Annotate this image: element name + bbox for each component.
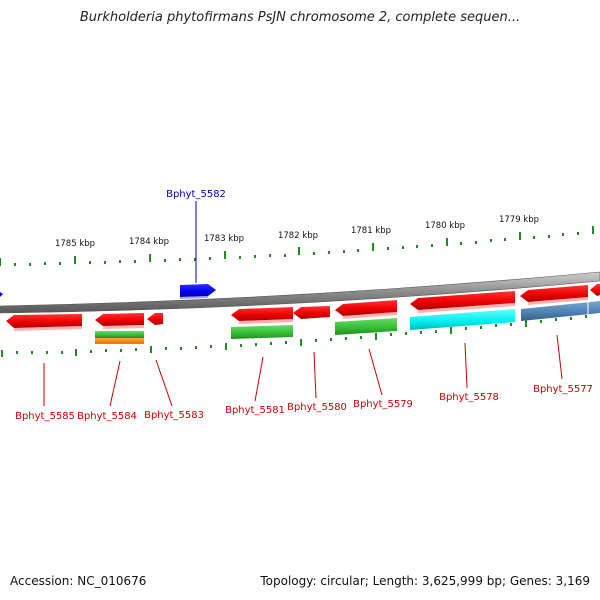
cds-Bphyt_5584[interactable] <box>95 331 144 344</box>
cds-Bphyt_5581[interactable] <box>231 325 293 339</box>
label-leader-lines <box>43 201 563 407</box>
gene-Bphyt_5583[interactable] <box>147 313 163 325</box>
inner-ruler <box>1 315 587 357</box>
gene-fragment-right <box>590 284 600 296</box>
tick-label: 1780 kbp <box>425 221 465 231</box>
tick-label: 1784 kbp <box>129 237 169 247</box>
gene-label-Bphyt_5580[interactable]: Bphyt_5580 <box>287 402 347 413</box>
gene-Bphyt_5585[interactable] <box>6 314 82 331</box>
gene-label-Bphyt_5585[interactable]: Bphyt_5585 <box>15 411 75 422</box>
gene-label-Bphyt_5578[interactable]: Bphyt_5578 <box>439 392 499 403</box>
gene-label-Bphyt_5581[interactable]: Bphyt_5581 <box>225 405 285 416</box>
gene-Bphyt_5582[interactable] <box>180 284 216 299</box>
chromosome-backbone <box>0 271 600 314</box>
gene-label-Bphyt_5583[interactable]: Bphyt_5583 <box>144 410 204 421</box>
gene-label-Bphyt_5577[interactable]: Bphyt_5577 <box>533 384 593 395</box>
tick-label: 1782 kbp <box>278 231 318 241</box>
gene-label-Bphyt_5584[interactable]: Bphyt_5584 <box>77 411 137 422</box>
gene-label-Bphyt_5582[interactable]: Bphyt_5582 <box>166 189 226 200</box>
outer-ruler: 1785 kbp 1784 kbp 1783 kbp 1782 kbp 1781… <box>0 215 594 266</box>
gene-Bphyt_5577[interactable] <box>520 285 588 305</box>
tick-label: 1785 kbp <box>55 239 95 249</box>
gene-Bphyt_5579[interactable] <box>335 300 397 319</box>
tick-label: 1781 kbp <box>351 226 391 236</box>
forward-gene-fragment <box>0 292 3 297</box>
topology-summary-text: Topology: circular; Length: 3,625,999 bp… <box>260 574 590 588</box>
map-title: Burkholderia phytofirmans PsJN chromosom… <box>79 10 521 25</box>
gene-Bphyt_5581[interactable] <box>231 307 293 324</box>
gene-Bphyt_5584[interactable] <box>95 313 144 329</box>
gene-Bphyt_5578[interactable] <box>410 291 515 313</box>
cds-Bphyt_5578[interactable] <box>410 309 515 330</box>
gene-Bphyt_5580[interactable] <box>293 306 330 319</box>
tick-label: 1779 kbp <box>499 215 539 225</box>
tick-label: 1783 kbp <box>204 234 244 244</box>
cds-Bphyt_5577[interactable] <box>521 301 600 321</box>
cds-Bphyt_5579[interactable] <box>335 318 397 335</box>
gene-label-Bphyt_5579[interactable]: Bphyt_5579 <box>353 399 413 410</box>
accession-text: Accession: NC_010676 <box>10 574 147 588</box>
